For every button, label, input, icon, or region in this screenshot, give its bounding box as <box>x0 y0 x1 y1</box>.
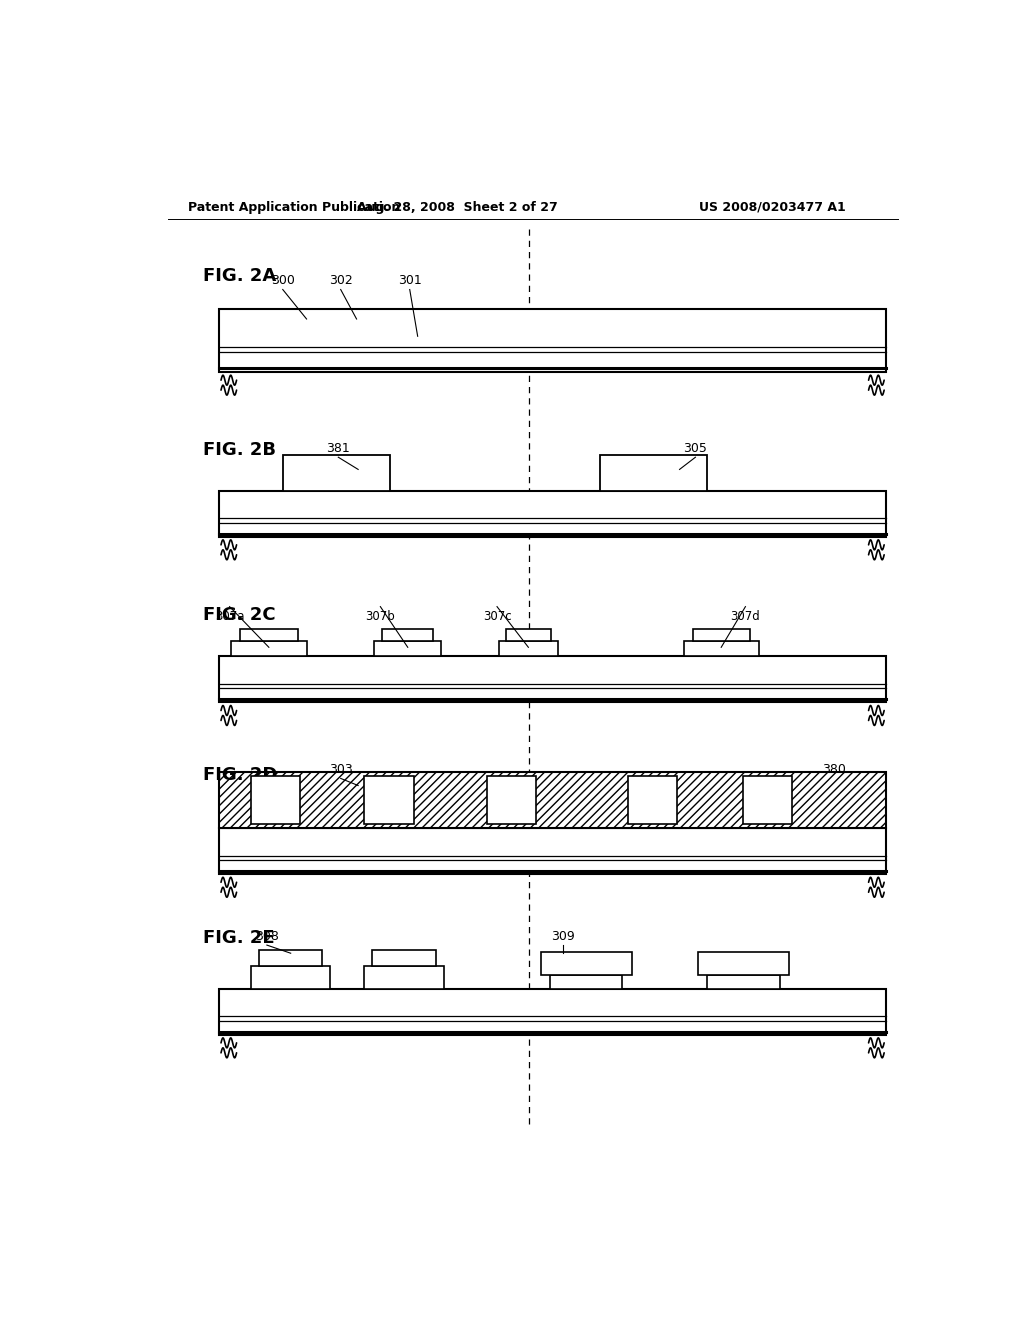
Text: Aug. 28, 2008  Sheet 2 of 27: Aug. 28, 2008 Sheet 2 of 27 <box>357 201 558 214</box>
Bar <box>486 776 536 824</box>
Bar <box>506 630 551 642</box>
Bar <box>684 642 759 656</box>
Bar <box>365 776 414 824</box>
Bar <box>283 455 390 491</box>
Text: 303: 303 <box>329 763 352 776</box>
Text: 300: 300 <box>270 275 295 288</box>
Bar <box>219 828 886 874</box>
Bar <box>241 630 298 642</box>
Bar <box>374 642 441 656</box>
Text: 307d: 307d <box>730 610 760 623</box>
Bar <box>251 966 331 989</box>
Text: 307a: 307a <box>215 610 245 623</box>
Bar <box>550 974 623 989</box>
Text: US 2008/0203477 A1: US 2008/0203477 A1 <box>699 201 846 214</box>
Bar <box>251 776 300 824</box>
Text: FIG. 2E: FIG. 2E <box>204 929 275 946</box>
Bar <box>697 952 790 974</box>
Bar <box>219 772 886 828</box>
Bar <box>382 630 433 642</box>
Bar <box>743 776 793 824</box>
Bar <box>231 642 306 656</box>
Bar <box>219 491 886 536</box>
Text: FIG. 2A: FIG. 2A <box>204 267 276 285</box>
Bar <box>628 776 677 824</box>
Text: 381: 381 <box>327 442 350 455</box>
Text: 307c: 307c <box>482 610 511 623</box>
Text: 308: 308 <box>255 931 279 942</box>
Text: Patent Application Publication: Patent Application Publication <box>187 201 400 214</box>
Bar <box>219 989 886 1035</box>
Bar <box>600 455 708 491</box>
Bar <box>365 966 443 989</box>
Bar <box>373 950 436 966</box>
Text: 301: 301 <box>398 275 422 288</box>
Text: 309: 309 <box>551 931 574 942</box>
Text: 305: 305 <box>683 442 708 455</box>
Text: FIG. 2D: FIG. 2D <box>204 766 278 784</box>
Text: FIG. 2C: FIG. 2C <box>204 606 276 623</box>
Text: 380: 380 <box>822 763 846 776</box>
Bar <box>541 952 632 974</box>
Bar <box>692 630 750 642</box>
Bar <box>259 950 323 966</box>
Text: FIG. 2B: FIG. 2B <box>204 441 276 459</box>
Bar <box>219 656 886 702</box>
Bar <box>499 642 558 656</box>
Text: 302: 302 <box>329 275 352 288</box>
Text: 307b: 307b <box>366 610 395 623</box>
Bar <box>708 974 779 989</box>
Bar <box>219 309 886 372</box>
